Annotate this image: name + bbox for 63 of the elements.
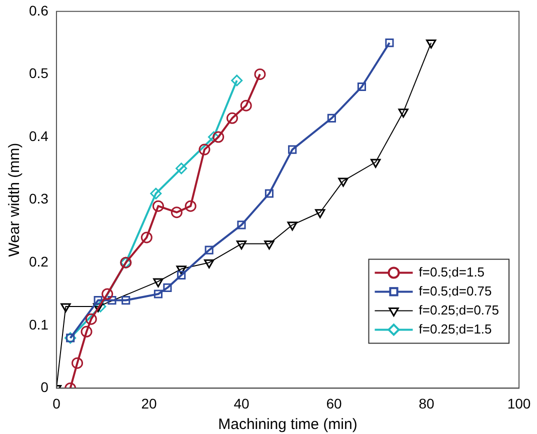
x-tick-label: 100 — [507, 395, 531, 412]
point — [80, 326, 92, 338]
point — [236, 240, 247, 250]
point — [370, 158, 381, 168]
y-tick-label: 0.4 — [28, 128, 49, 144]
x-tick-label: 40 — [234, 395, 250, 412]
point — [385, 38, 394, 48]
y-tick-label: 0.2 — [28, 253, 49, 270]
point — [176, 162, 188, 174]
y-tick-label: 0.1 — [28, 316, 49, 332]
point — [264, 240, 274, 250]
point — [94, 296, 102, 305]
point — [237, 220, 246, 230]
point — [357, 82, 366, 92]
legend-label: f=0.5;d=1.5 — [418, 264, 485, 280]
y-tick-label: 0.3 — [28, 190, 49, 207]
legend-label: f=0.25;d=0.75 — [418, 302, 500, 318]
point — [122, 296, 130, 305]
point — [102, 288, 114, 300]
x-tick-label: 0 — [52, 395, 61, 412]
point — [231, 74, 243, 86]
point — [226, 112, 238, 124]
y-tick-label: 0 — [40, 379, 49, 396]
point — [398, 108, 408, 118]
x-axis-title: Machining time (min) — [218, 416, 358, 434]
legend-label: f=0.5;d=0.75 — [418, 283, 492, 298]
point — [154, 290, 163, 298]
y-tick-label: 0.5 — [28, 65, 49, 82]
point — [212, 131, 224, 143]
point — [315, 209, 326, 218]
point — [204, 246, 214, 254]
point — [426, 40, 436, 49]
point — [288, 145, 297, 154]
point — [176, 266, 186, 275]
point — [153, 278, 164, 288]
point — [254, 68, 266, 80]
point — [264, 189, 274, 198]
point — [140, 232, 152, 244]
x-tick-label: 80 — [418, 395, 434, 412]
point — [94, 300, 106, 312]
point — [72, 357, 84, 369]
point — [240, 100, 252, 112]
point — [177, 270, 186, 280]
point — [150, 188, 162, 200]
x-tick-label: 60 — [326, 395, 342, 412]
point — [287, 222, 298, 231]
point — [184, 200, 196, 212]
point — [204, 259, 214, 268]
x-tick-label: 20 — [141, 395, 157, 412]
point — [198, 144, 210, 156]
y-axis-title: Wear width (mm) — [6, 142, 24, 257]
point — [85, 313, 97, 325]
point — [327, 114, 336, 122]
legend-label: f=0.25;d=1.5 — [418, 321, 492, 336]
y-tick-label: 0.6 — [28, 2, 49, 18]
point — [93, 303, 104, 312]
point — [60, 303, 71, 312]
point — [163, 283, 172, 292]
point — [208, 131, 220, 143]
point — [170, 206, 182, 218]
point — [338, 178, 348, 187]
point — [152, 200, 164, 212]
point — [108, 296, 116, 305]
